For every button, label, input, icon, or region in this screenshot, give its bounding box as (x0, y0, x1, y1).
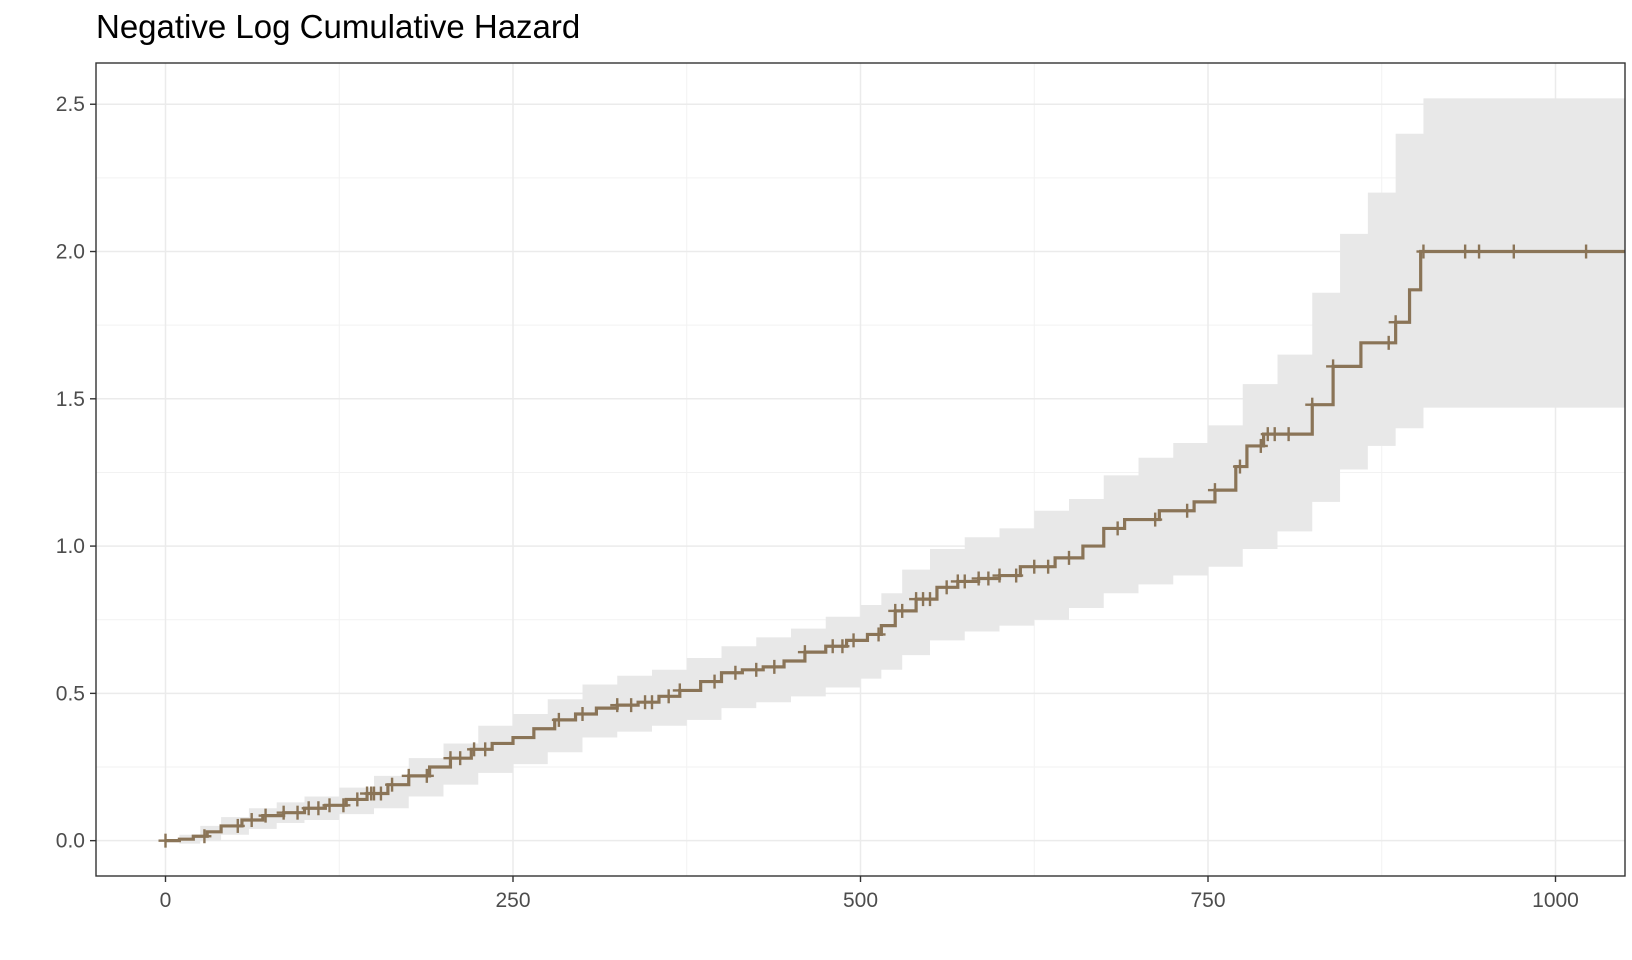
censor-mark (895, 603, 910, 618)
censor-mark (1388, 315, 1403, 330)
censor-mark (846, 633, 861, 648)
censor-mark (1281, 427, 1296, 442)
censor-mark (401, 768, 416, 783)
x-tick-label: 500 (843, 889, 878, 912)
confidence-band-area (165, 98, 1625, 844)
censor-mark (230, 818, 245, 833)
censor-mark (419, 768, 434, 783)
censor-mark (981, 571, 996, 586)
censor-mark (385, 777, 400, 792)
axis-ticks: 0 250 500 750 1000 0.0 0.5 1.0 1.5 2.0 2.5 (56, 93, 1579, 912)
censor-mark (1579, 244, 1594, 259)
censor-mark (1416, 244, 1431, 259)
censor-mark (1110, 521, 1125, 536)
censor-mark (1009, 568, 1024, 583)
censor-mark (350, 792, 365, 807)
censor-mark (258, 808, 273, 823)
y-tick-label: 2.5 (56, 93, 85, 116)
censor-mark (1472, 244, 1487, 259)
censor-mark (661, 689, 676, 704)
censor-mark (835, 639, 850, 654)
censor-mark (1207, 483, 1222, 498)
censor-mark (923, 592, 937, 607)
censor-mark (624, 698, 639, 713)
x-tick-label: 0 (160, 889, 172, 912)
y-tick-label: 1.0 (56, 535, 85, 558)
censor-mark (478, 742, 493, 757)
censor-mark (610, 698, 625, 713)
censor-mark (197, 829, 212, 844)
x-tick-label: 1000 (1532, 889, 1579, 912)
y-tick-label: 2.0 (56, 241, 85, 264)
hazard-line-path (165, 249, 1625, 843)
censor-mark (453, 751, 468, 766)
y-tick-label: 0.5 (56, 682, 85, 705)
censor-mark (1326, 359, 1341, 374)
chart-title: Negative Log Cumulative Hazard (96, 8, 581, 45)
censor-mark (957, 574, 972, 589)
censor-mark (1305, 397, 1320, 412)
censor-mark (749, 662, 764, 677)
censor-mark (311, 801, 326, 816)
censor-mark (1027, 559, 1042, 574)
censor-mark (1148, 512, 1163, 527)
censor-mark (992, 568, 1007, 583)
hazard-step-line (165, 249, 1625, 843)
censor-mark (244, 813, 259, 828)
censor-mark (1458, 244, 1473, 259)
censor-mark (797, 645, 812, 660)
censor-mark (707, 674, 722, 689)
censor-marks (158, 244, 1594, 848)
censor-mark (575, 706, 590, 721)
censor-mark (939, 580, 954, 595)
censor-mark (373, 786, 388, 801)
censor-mark (276, 805, 291, 820)
censor-mark (290, 805, 305, 820)
y-tick-label: 1.5 (56, 388, 85, 411)
confidence-band (165, 98, 1625, 844)
censor-mark (551, 712, 566, 727)
censor-mark (1180, 503, 1195, 518)
y-tick-label: 0.0 (56, 830, 85, 853)
x-tick-label: 250 (495, 889, 530, 912)
censor-mark (1253, 438, 1268, 453)
censor-mark (1062, 550, 1076, 565)
censor-mark (1232, 459, 1247, 474)
censor-mark (322, 798, 337, 813)
censor-mark (1267, 427, 1282, 442)
x-tick-label: 750 (1190, 889, 1225, 912)
censor-mark (871, 627, 886, 642)
censor-mark (336, 798, 351, 813)
censor-mark (158, 833, 173, 848)
censor-mark (672, 683, 687, 698)
censor-mark (1381, 335, 1396, 350)
censor-mark (1041, 559, 1056, 574)
censor-mark (767, 659, 782, 674)
censor-mark (645, 695, 659, 710)
censor-mark (1506, 244, 1521, 259)
censor-mark (728, 665, 743, 680)
